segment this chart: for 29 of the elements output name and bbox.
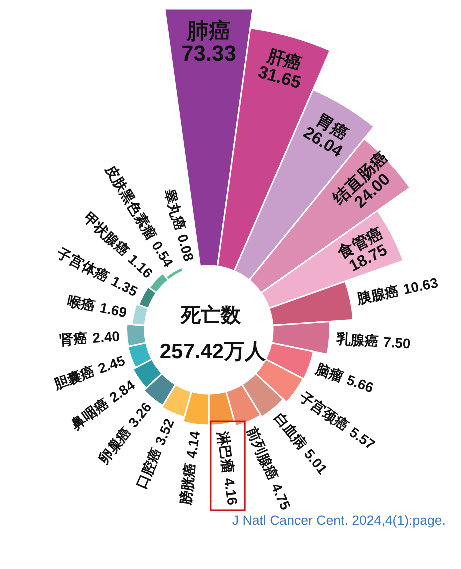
category-label: 喉癌: [66, 292, 97, 314]
data-label: 4.14: [183, 430, 203, 460]
category-label: 淋巴瘤: [214, 430, 237, 474]
data-label: 4.16: [221, 477, 242, 507]
data-label: 2.40: [92, 328, 121, 346]
category-label: 口腔癌: [133, 446, 165, 491]
data-label: 3.52: [152, 416, 178, 448]
data-label: 73.33: [181, 41, 237, 66]
category-label: 胰腺癌: [355, 282, 400, 308]
category-label: 胆囊癌: [50, 363, 97, 393]
text: 257.42万人: [160, 340, 268, 364]
text: J Natl Cancer Cent. 2024,4(1):page.: [232, 513, 446, 528]
data-label: 10.63: [402, 274, 440, 298]
category-label: 睾丸癌: [162, 186, 189, 232]
category-label: 乳腺癌: [335, 330, 380, 350]
data-label: 4.75: [268, 480, 294, 513]
data-label: 1.69: [98, 300, 129, 321]
category-label: 膀胱癌: [176, 462, 199, 508]
category-label: 卵巢癌: [94, 424, 134, 468]
data-label: 0.08: [174, 232, 198, 264]
data-label: 1.35: [108, 272, 141, 300]
category-label: 脑瘤: [312, 360, 346, 386]
data-label: 2.45: [96, 352, 128, 377]
category-label: 肾癌: [59, 330, 88, 348]
data-label: 7.50: [383, 334, 412, 352]
data-label: 5.66: [344, 372, 376, 396]
data-label: 5.57: [346, 424, 378, 453]
category-label: 肺癌: [186, 18, 231, 44]
text: 死亡数: [180, 304, 242, 327]
